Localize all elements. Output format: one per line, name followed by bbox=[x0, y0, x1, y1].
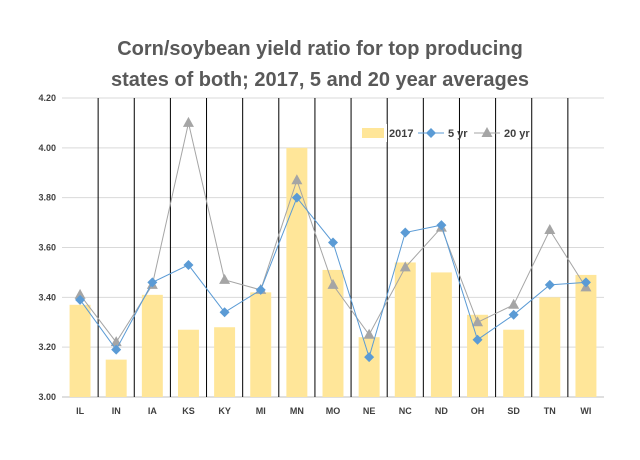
legend-label-20yr: 20 yr bbox=[504, 128, 530, 140]
series-5yr-point bbox=[580, 277, 591, 288]
y-tick-label: 3.20 bbox=[38, 342, 56, 352]
series-5yr-point bbox=[472, 334, 483, 345]
series-20yr-point bbox=[327, 278, 339, 289]
series-5yr-point bbox=[219, 307, 230, 318]
legend-label-2017: 2017 bbox=[389, 128, 413, 140]
series-5yr-point bbox=[508, 309, 519, 320]
bar-2017 bbox=[250, 292, 272, 397]
x-tick-label: OH bbox=[471, 406, 485, 416]
x-tick-label: NC bbox=[399, 406, 412, 416]
series-5yr-point bbox=[544, 279, 555, 290]
series-5yr-point bbox=[255, 284, 266, 295]
series-20yr-point bbox=[291, 174, 303, 185]
series-5yr-point bbox=[436, 220, 447, 231]
x-tick-label: KS bbox=[182, 406, 195, 416]
y-tick-label: 3.80 bbox=[38, 193, 56, 203]
y-tick-label: 3.60 bbox=[38, 243, 56, 253]
chart-title-line-1: Corn/soybean yield ratio for top produci… bbox=[117, 38, 523, 60]
series-5yr-point bbox=[111, 344, 122, 355]
x-tick-label: WI bbox=[580, 406, 591, 416]
series-20yr-point bbox=[544, 224, 556, 235]
series-5yr-point bbox=[328, 237, 338, 248]
series-5yr-point bbox=[147, 277, 158, 288]
x-tick-label: TN bbox=[544, 406, 556, 416]
bar-2017 bbox=[286, 147, 308, 397]
legend-marker-20yr bbox=[481, 127, 493, 137]
legend-marker-5yr bbox=[426, 128, 436, 138]
legend-swatch-2017 bbox=[362, 128, 384, 138]
x-tick-label: NE bbox=[363, 406, 376, 416]
x-tick-label: MN bbox=[290, 406, 304, 416]
x-tick-label: MI bbox=[256, 406, 266, 416]
series-5yr-point bbox=[75, 294, 86, 305]
series-5yr-point bbox=[400, 227, 411, 238]
series-20yr-point bbox=[182, 116, 194, 127]
bar-2017 bbox=[214, 327, 236, 397]
bar-2017 bbox=[394, 262, 416, 397]
y-tick-label: 4.20 bbox=[38, 93, 56, 103]
x-tick-label: SD bbox=[507, 406, 520, 416]
series-20yr-point bbox=[472, 316, 484, 327]
bar-2017 bbox=[177, 329, 199, 397]
bar-2017 bbox=[105, 359, 127, 397]
bar-2017 bbox=[69, 304, 91, 397]
bar-2017 bbox=[503, 329, 525, 397]
bar-2017 bbox=[141, 294, 163, 397]
x-tick-label: MO bbox=[326, 406, 341, 416]
bar-2017 bbox=[430, 272, 452, 397]
bar-2017 bbox=[539, 297, 561, 397]
x-tick-label: KY bbox=[218, 406, 231, 416]
series-20yr-point bbox=[219, 273, 231, 284]
series-20yr-point bbox=[508, 298, 520, 309]
x-tick-label: IL bbox=[76, 406, 85, 416]
legend-label-5yr: 5 yr bbox=[448, 128, 468, 140]
x-tick-label: ND bbox=[435, 406, 448, 416]
chart-title-line-2: states of both; 2017, 5 and 20 year aver… bbox=[111, 69, 529, 91]
y-tick-label: 3.00 bbox=[38, 392, 56, 402]
bar-2017 bbox=[575, 274, 597, 397]
series-5yr-point bbox=[291, 192, 302, 203]
series-20yr-point bbox=[399, 261, 411, 272]
series-5yr-point bbox=[183, 259, 194, 270]
series-20yr-point bbox=[363, 328, 375, 339]
x-tick-label: IN bbox=[112, 406, 121, 416]
y-tick-label: 4.00 bbox=[38, 143, 56, 153]
x-tick-label: IA bbox=[148, 406, 158, 416]
bar-2017 bbox=[358, 337, 380, 397]
y-tick-label: 3.40 bbox=[38, 292, 56, 302]
bar-2017 bbox=[322, 269, 344, 397]
chart-title: Corn/soybean yield ratio for top produci… bbox=[0, 34, 640, 96]
series-20yr-point bbox=[74, 288, 86, 299]
series-5yr-point bbox=[364, 352, 375, 363]
bar-2017 bbox=[467, 314, 489, 397]
